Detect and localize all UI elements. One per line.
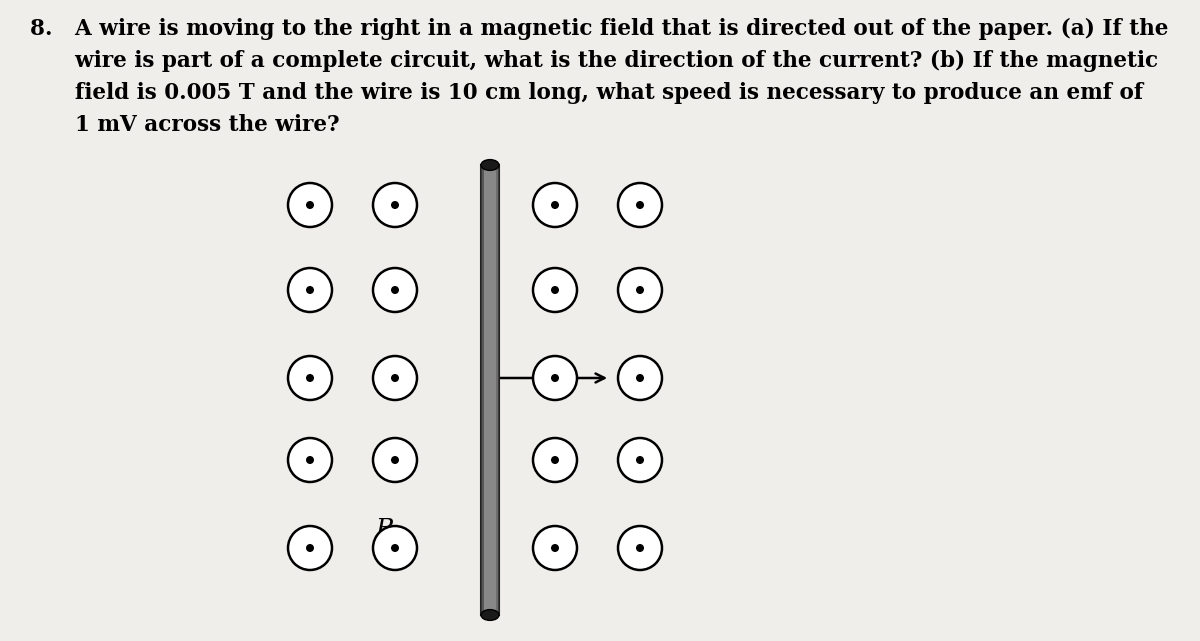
Circle shape <box>306 286 314 294</box>
Bar <box>481 165 499 615</box>
Circle shape <box>306 374 314 382</box>
Circle shape <box>618 526 662 570</box>
Circle shape <box>306 201 314 209</box>
Circle shape <box>551 201 559 209</box>
Ellipse shape <box>481 610 499 620</box>
Circle shape <box>618 438 662 482</box>
Circle shape <box>391 286 398 294</box>
Ellipse shape <box>481 160 499 171</box>
Circle shape <box>551 286 559 294</box>
Circle shape <box>533 356 577 400</box>
Circle shape <box>391 201 398 209</box>
Circle shape <box>288 183 332 227</box>
Circle shape <box>618 183 662 227</box>
Circle shape <box>288 268 332 312</box>
Circle shape <box>391 374 398 382</box>
Circle shape <box>373 356 418 400</box>
Bar <box>496 165 499 615</box>
Circle shape <box>533 268 577 312</box>
Circle shape <box>373 183 418 227</box>
Text: 1 mV across the wire?: 1 mV across the wire? <box>30 114 340 136</box>
Text: field is 0.005 T and the wire is 10 cm long, what speed is necessary to produce : field is 0.005 T and the wire is 10 cm l… <box>30 82 1144 104</box>
Circle shape <box>618 356 662 400</box>
Circle shape <box>288 356 332 400</box>
Circle shape <box>636 544 644 552</box>
Circle shape <box>551 544 559 552</box>
Circle shape <box>636 201 644 209</box>
Text: 8.   A wire is moving to the right in a magnetic field that is directed out of t: 8. A wire is moving to the right in a ma… <box>30 18 1169 40</box>
Circle shape <box>306 456 314 464</box>
Circle shape <box>288 526 332 570</box>
Circle shape <box>551 456 559 464</box>
Circle shape <box>636 286 644 294</box>
Circle shape <box>306 544 314 552</box>
Circle shape <box>391 544 398 552</box>
Circle shape <box>391 456 398 464</box>
Text: B: B <box>376 519 394 542</box>
Circle shape <box>636 374 644 382</box>
Circle shape <box>533 438 577 482</box>
Circle shape <box>618 268 662 312</box>
Circle shape <box>533 526 577 570</box>
Circle shape <box>636 456 644 464</box>
Text: wire is part of a complete circuit, what is the direction of the current? (b) If: wire is part of a complete circuit, what… <box>30 50 1158 72</box>
Circle shape <box>533 183 577 227</box>
Circle shape <box>551 374 559 382</box>
Circle shape <box>373 526 418 570</box>
Circle shape <box>288 438 332 482</box>
Circle shape <box>373 438 418 482</box>
Circle shape <box>373 268 418 312</box>
Text: v: v <box>622 369 634 388</box>
Bar <box>481 165 485 615</box>
